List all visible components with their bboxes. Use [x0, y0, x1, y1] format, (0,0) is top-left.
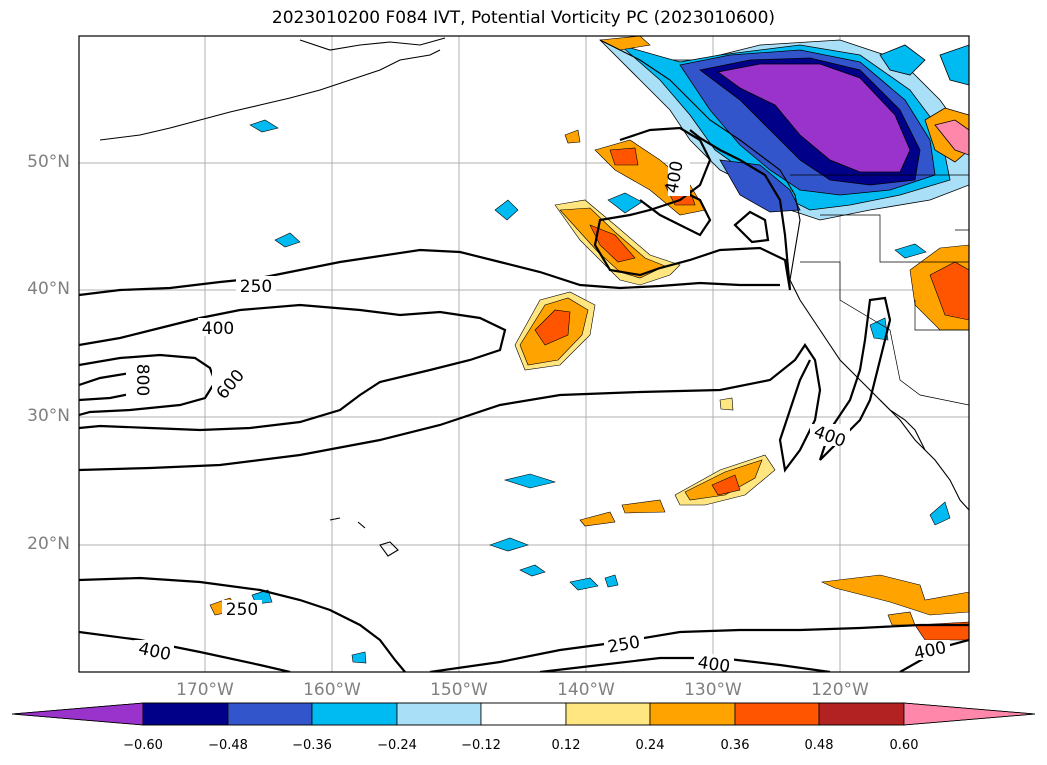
lon-label-170w: 170°W	[176, 680, 234, 700]
colorbar-tick: −0.36	[292, 738, 332, 753]
lat-label-40n: 40°N	[27, 279, 70, 299]
colorbar	[11, 702, 1036, 726]
colorbar-extend-min	[11, 702, 144, 726]
gridlines	[79, 36, 969, 672]
colorbar-tick: −0.60	[123, 738, 163, 753]
contour-label-800: 800	[132, 364, 152, 396]
contour-label-250-sw: 250	[226, 600, 258, 620]
lat-label-30n: 30°N	[27, 406, 70, 426]
colorbar-tick: 0.60	[889, 738, 919, 753]
lon-label-140w: 140°W	[557, 680, 615, 700]
lon-label-130w: 130°W	[684, 680, 742, 700]
contour-label-400: 400	[202, 319, 234, 339]
borders	[790, 174, 969, 406]
contour-label-250: 250	[240, 277, 272, 297]
colorbar-tick: 0.48	[804, 738, 834, 753]
pv-positive-region	[209, 36, 969, 641]
contour-label-400-s: 400	[696, 653, 731, 677]
pv-negative-small	[249, 119, 951, 664]
lat-label-20n: 20°N	[27, 534, 70, 554]
colorbar-tick: −0.48	[208, 738, 248, 753]
lon-label-150w: 150°W	[430, 680, 488, 700]
ivt-contours	[79, 126, 969, 672]
colorbar-tick: −0.24	[377, 738, 417, 753]
contour-labels: 250 400 800 600 400 400 250 400 250 400 …	[126, 159, 950, 677]
colorbar-tick: 0.12	[551, 738, 581, 753]
lon-label-160w: 160°W	[303, 680, 361, 700]
lon-label-120w: 120°W	[811, 680, 869, 700]
colorbar-tick: −0.12	[461, 738, 501, 753]
colorbar-tick: 0.36	[720, 738, 750, 753]
pv-negative-region	[599, 39, 969, 221]
plot-frame	[78, 35, 970, 673]
map-title: 2023010200 F084 IVT, Potential Vorticity…	[271, 8, 776, 28]
lat-label-50n: 50°N	[27, 152, 70, 172]
colorbar-extend-max	[903, 702, 1036, 726]
colorbar-tick: 0.24	[635, 738, 665, 753]
